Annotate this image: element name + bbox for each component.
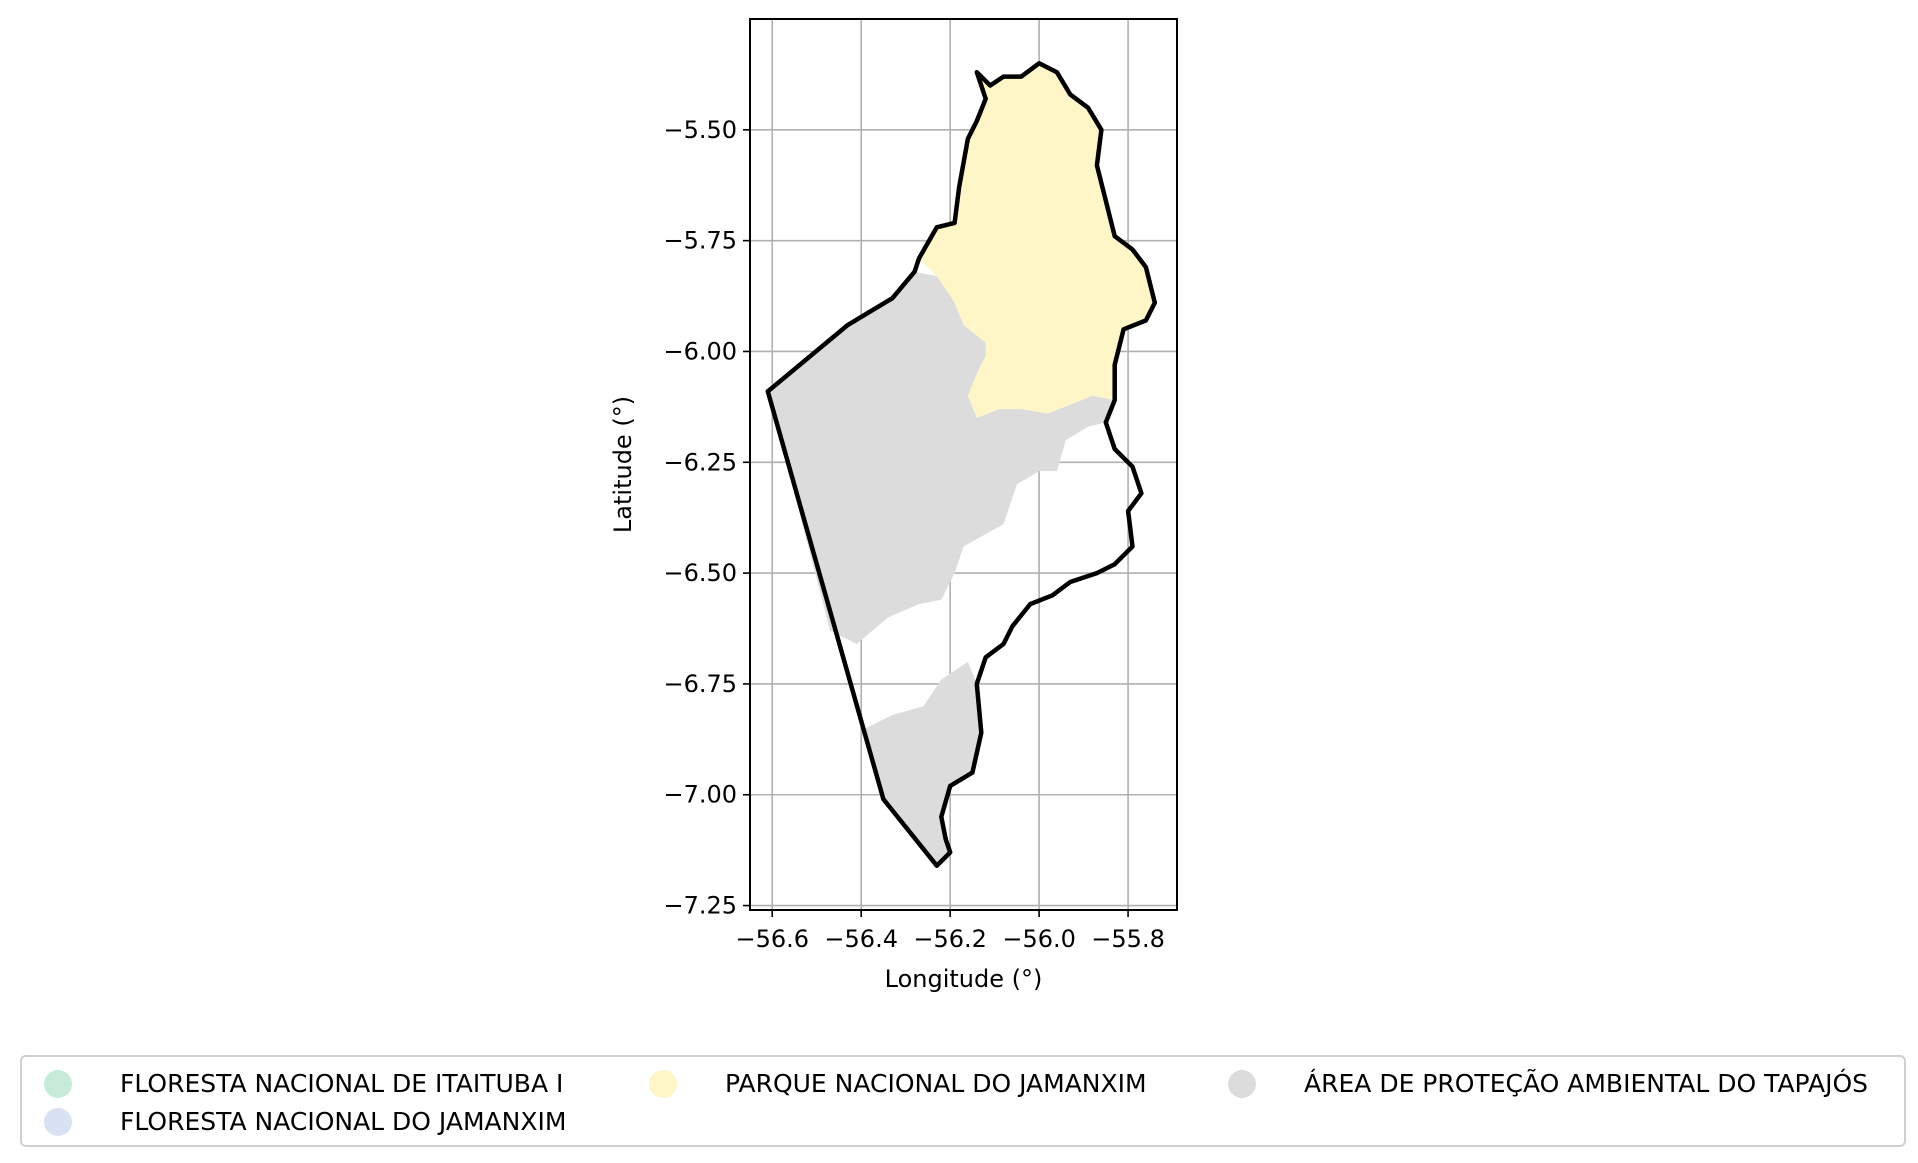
x-tick-label: −56.0 [1002, 925, 1076, 953]
y-tick-label: −7.25 [663, 892, 737, 920]
legend-item-parque-jamanxim: PARQUE NACIONAL DO JAMANXIM [649, 1069, 1147, 1098]
y-tick-label: −5.50 [663, 116, 737, 144]
legend-marker-floresta-itaituba [44, 1069, 72, 1098]
legend-label: PARQUE NACIONAL DO JAMANXIM [725, 1069, 1147, 1098]
x-tick-label: −56.4 [824, 925, 898, 953]
legend-label: ÁREA DE PROTEÇÃO AMBIENTAL DO TAPAJÓS [1304, 1069, 1869, 1098]
axis-ticks: −56.6 −56.4 −56.2 −56.0 −55.8 −5.50 −5.75 −6.00… [663, 116, 1164, 953]
plot-frame [749, 18, 1178, 911]
legend-item-floresta-itaituba: FLORESTA NACIONAL DE ITAITUBA I [44, 1069, 563, 1098]
boundary-outline [765, 61, 1158, 868]
x-tick-label: −56.2 [913, 925, 987, 953]
region-area [767, 271, 1115, 644]
protected-areas [767, 63, 1155, 866]
y-tick-label: −6.75 [663, 670, 737, 698]
boundary [765, 61, 1158, 868]
legend-item-apa-tapajos: ÁREA DE PROTEÇÃO AMBIENTAL DO TAPAJÓS [1228, 1069, 1868, 1098]
y-tick-label: −6.00 [663, 337, 737, 365]
x-tick-label: −56.6 [735, 925, 809, 953]
legend-item-floresta-jamanxim: FLORESTA NACIONAL DO JAMANXIM [44, 1107, 566, 1136]
legend-label: FLORESTA NACIONAL DE ITAITUBA I [120, 1069, 564, 1098]
x-axis-label: Longitude (°) [885, 965, 1043, 993]
legend-marker-apa-tapajos [1228, 1069, 1256, 1098]
y-tick-label: −6.25 [663, 448, 737, 476]
region-area [919, 63, 1155, 419]
y-axis-label: Latitude (°) [609, 396, 637, 533]
y-tick-label: −7.00 [663, 781, 737, 809]
legend-marker-floresta-jamanxim [44, 1107, 72, 1136]
region-area [865, 661, 982, 866]
legend-marker-parque-jamanxim [649, 1069, 677, 1098]
legend-label: FLORESTA NACIONAL DO JAMANXIM [120, 1107, 567, 1136]
y-tick-label: −6.50 [663, 559, 737, 587]
y-tick-label: −5.75 [663, 227, 737, 255]
x-tick-label: −55.8 [1091, 925, 1165, 953]
legend: FLORESTA NACIONAL DE ITAITUBA I FLORESTA… [20, 1055, 1906, 1147]
